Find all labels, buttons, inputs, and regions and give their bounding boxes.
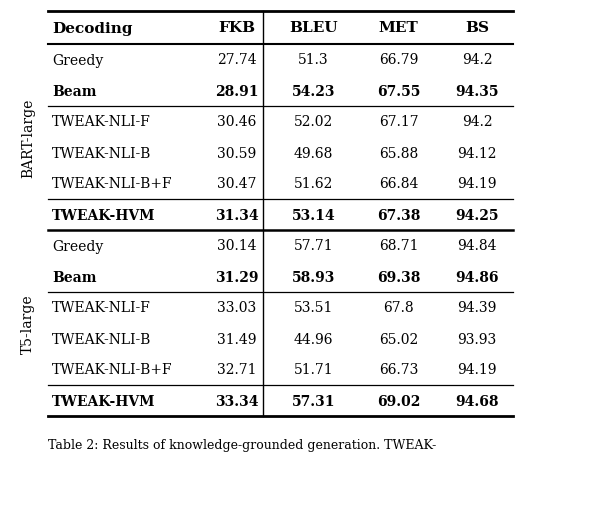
Text: 94.19: 94.19 [457, 177, 497, 191]
Text: 30.14: 30.14 [217, 239, 257, 253]
Text: 51.3: 51.3 [298, 53, 329, 67]
Text: 31.29: 31.29 [215, 270, 259, 284]
Text: 67.17: 67.17 [379, 115, 418, 129]
Text: 68.71: 68.71 [379, 239, 418, 253]
Text: 33.03: 33.03 [218, 301, 257, 315]
Text: 94.39: 94.39 [457, 301, 497, 315]
Text: TWEAK-HVM: TWEAK-HVM [52, 394, 156, 408]
Text: 69.02: 69.02 [377, 394, 420, 408]
Text: Beam: Beam [52, 270, 97, 284]
Text: 67.38: 67.38 [377, 208, 420, 222]
Text: 66.79: 66.79 [379, 53, 418, 67]
Text: T5-large: T5-large [21, 294, 35, 353]
Text: 94.2: 94.2 [461, 53, 492, 67]
Text: 66.84: 66.84 [379, 177, 418, 191]
Text: 58.93: 58.93 [292, 270, 335, 284]
Text: 94.84: 94.84 [457, 239, 497, 253]
Text: 30.46: 30.46 [217, 115, 257, 129]
Text: 66.73: 66.73 [379, 363, 418, 377]
Text: TWEAK-HVM: TWEAK-HVM [52, 208, 156, 222]
Text: FKB: FKB [218, 21, 255, 36]
Text: 44.96: 44.96 [294, 332, 333, 346]
Text: 57.31: 57.31 [292, 394, 335, 408]
Text: TWEAK-NLI-B+F: TWEAK-NLI-B+F [52, 177, 173, 191]
Text: 30.47: 30.47 [217, 177, 257, 191]
Text: BART-large: BART-large [21, 98, 35, 177]
Text: 49.68: 49.68 [294, 146, 333, 160]
Text: 57.71: 57.71 [294, 239, 333, 253]
Text: Decoding: Decoding [52, 21, 133, 36]
Text: 32.71: 32.71 [217, 363, 257, 377]
Text: 94.12: 94.12 [457, 146, 497, 160]
Text: 31.34: 31.34 [215, 208, 259, 222]
Text: 67.55: 67.55 [377, 84, 420, 98]
Text: 33.34: 33.34 [215, 394, 259, 408]
Text: 52.02: 52.02 [294, 115, 333, 129]
Text: BS: BS [465, 21, 489, 36]
Text: 93.93: 93.93 [457, 332, 497, 346]
Text: 27.74: 27.74 [217, 53, 257, 67]
Text: 31.49: 31.49 [217, 332, 257, 346]
Text: TWEAK-NLI-F: TWEAK-NLI-F [52, 301, 151, 315]
Text: TWEAK-NLI-B+F: TWEAK-NLI-B+F [52, 363, 173, 377]
Text: 94.19: 94.19 [457, 363, 497, 377]
Text: 65.88: 65.88 [379, 146, 418, 160]
Text: 94.68: 94.68 [455, 394, 499, 408]
Text: 54.23: 54.23 [292, 84, 335, 98]
Text: 51.62: 51.62 [294, 177, 333, 191]
Text: 30.59: 30.59 [218, 146, 257, 160]
Text: BLEU: BLEU [289, 21, 338, 36]
Text: 65.02: 65.02 [379, 332, 418, 346]
Text: 28.91: 28.91 [215, 84, 259, 98]
Text: 53.51: 53.51 [294, 301, 333, 315]
Text: Beam: Beam [52, 84, 97, 98]
Text: 67.8: 67.8 [383, 301, 414, 315]
Text: MET: MET [379, 21, 418, 36]
Text: 94.2: 94.2 [461, 115, 492, 129]
Text: TWEAK-NLI-F: TWEAK-NLI-F [52, 115, 151, 129]
Text: 69.38: 69.38 [377, 270, 420, 284]
Text: 94.25: 94.25 [455, 208, 499, 222]
Text: 94.35: 94.35 [455, 84, 499, 98]
Text: Table 2: Results of knowledge-grounded generation. TWEAK-: Table 2: Results of knowledge-grounded g… [48, 438, 437, 450]
Text: TWEAK-NLI-B: TWEAK-NLI-B [52, 332, 151, 346]
Text: 51.71: 51.71 [294, 363, 333, 377]
Text: 53.14: 53.14 [292, 208, 336, 222]
Text: 94.86: 94.86 [455, 270, 499, 284]
Text: TWEAK-NLI-B: TWEAK-NLI-B [52, 146, 151, 160]
Text: Greedy: Greedy [52, 239, 103, 253]
Text: Greedy: Greedy [52, 53, 103, 67]
